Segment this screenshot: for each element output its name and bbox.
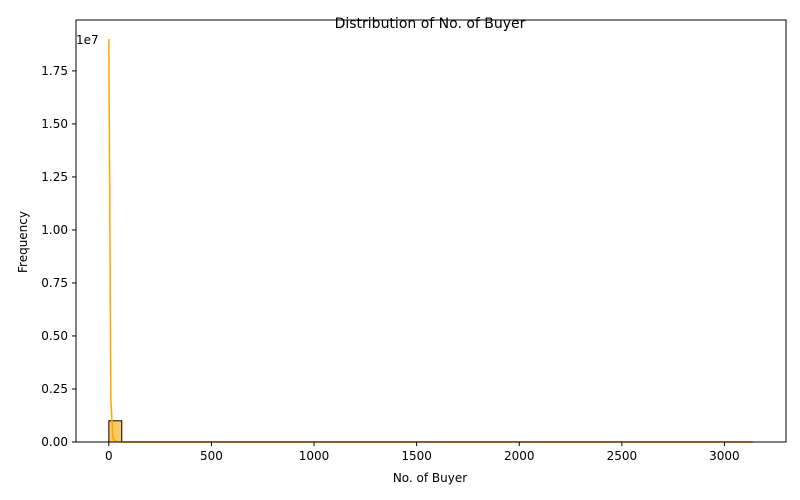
plot-frame	[75, 19, 787, 443]
chart-title: Distribution of No. of Buyer	[335, 16, 526, 32]
y-offset-label: 1e7	[76, 33, 99, 47]
y-axis-label: Frequency	[16, 211, 30, 273]
y-tick-label: 1.50	[41, 117, 68, 131]
x-tick-label: 2500	[607, 449, 638, 463]
x-axis: 0 500 1000 1500 2000 2500 3000	[105, 442, 740, 463]
y-tick-label: 0.00	[41, 435, 68, 449]
y-tick-label: 1.75	[41, 64, 68, 78]
x-tick-label: 0	[105, 449, 113, 463]
x-axis-label: No. of Buyer	[393, 471, 467, 485]
x-tick-label: 1000	[299, 449, 330, 463]
kde-line	[108, 39, 754, 443]
x-tick-label: 2000	[504, 449, 535, 463]
y-tick-label: 1.00	[41, 223, 68, 237]
histogram-bar	[108, 420, 123, 443]
x-tick-label: 3000	[709, 449, 740, 463]
kde-layer	[108, 39, 754, 443]
y-axis: 0.00 0.25 0.50 0.75 1.00 1.25 1.50 1.75	[41, 64, 76, 449]
bars-layer	[108, 420, 754, 443]
x-tick-label: 1500	[401, 449, 432, 463]
x-tick-label: 500	[200, 449, 223, 463]
y-tick-label: 0.25	[41, 382, 68, 396]
y-tick-label: 0.75	[41, 276, 68, 290]
y-tick-label: 0.50	[41, 329, 68, 343]
y-tick-label: 1.25	[41, 170, 68, 184]
